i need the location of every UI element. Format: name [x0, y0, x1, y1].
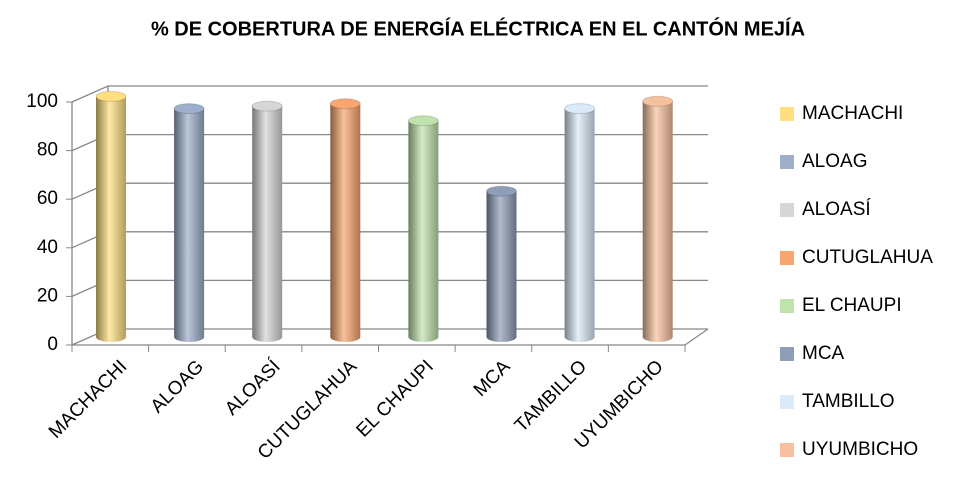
legend-swatch: [780, 107, 794, 121]
x-tick-label: TAMBILLO: [511, 356, 591, 436]
y-tick-label: 80: [37, 140, 58, 161]
bar-top: [407, 115, 439, 127]
legend-swatch: [780, 443, 794, 457]
y-tick-label: 60: [37, 188, 58, 209]
y-tick-label: 40: [37, 237, 58, 258]
bar: [252, 106, 283, 338]
legend-label: TAMBILLO: [802, 391, 895, 412]
grid-line: [71, 182, 708, 200]
grid-line: [71, 328, 708, 346]
legend-label: ALOASÍ: [802, 199, 871, 220]
bar: [564, 108, 595, 337]
x-tick-label: MACHACHI: [45, 356, 132, 443]
legend-swatch: [780, 299, 794, 313]
chart-title: % DE COBERTURA DE ENERGÍA ELÉCTRICA EN E…: [151, 16, 805, 40]
legend-label: MACHACHI: [802, 103, 903, 124]
grid-line: [71, 279, 708, 297]
legend-swatch: [780, 395, 794, 409]
y-tick-label: 100: [26, 91, 58, 112]
bar-top: [486, 185, 517, 197]
legend-label: UYUMBICHO: [802, 439, 918, 460]
legend-label: MCA: [802, 343, 845, 364]
legend-swatch: [780, 347, 794, 361]
grid-line: [71, 133, 708, 152]
bar-top: [329, 98, 361, 110]
bar-top: [642, 95, 674, 107]
x-tick-label: ALOASÍ: [221, 356, 285, 420]
floor: [72, 328, 709, 346]
bar: [96, 96, 126, 338]
legend-swatch: [780, 203, 794, 217]
bar: [408, 120, 439, 337]
bar-top: [95, 90, 127, 102]
bar-top: [173, 103, 205, 115]
x-tick-label: ALOAG: [147, 356, 208, 417]
legend-label: CUTUGLAHUA: [802, 247, 933, 268]
legend-label: ALOAG: [802, 151, 867, 172]
bar-top: [564, 103, 596, 115]
x-tick-label: MCA: [470, 356, 515, 401]
bar: [486, 191, 517, 337]
bar-top: [251, 100, 283, 112]
y-tick-label: 20: [37, 285, 58, 306]
legend-swatch: [780, 155, 794, 169]
grid-line: [71, 231, 708, 249]
bar: [330, 103, 361, 337]
x-tick-label: EL CHAUPI: [353, 356, 438, 441]
legend-swatch: [780, 251, 794, 265]
y-tick-label: 0: [47, 334, 58, 355]
bar: [174, 108, 205, 337]
legend-label: EL CHAUPI: [802, 295, 902, 316]
grid-line: [71, 85, 708, 103]
bar: [642, 101, 673, 337]
